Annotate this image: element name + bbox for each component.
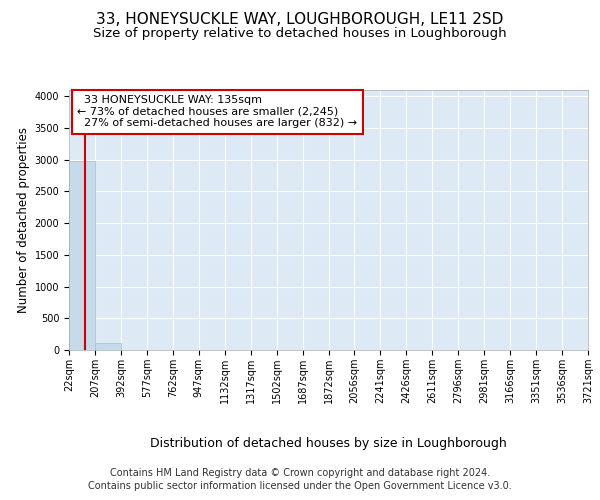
Text: 33 HONEYSUCKLE WAY: 135sqm
← 73% of detached houses are smaller (2,245)
  27% of: 33 HONEYSUCKLE WAY: 135sqm ← 73% of deta… xyxy=(77,95,358,128)
Text: Contains HM Land Registry data © Crown copyright and database right 2024.: Contains HM Land Registry data © Crown c… xyxy=(110,468,490,477)
Bar xyxy=(95,343,121,350)
Text: Size of property relative to detached houses in Loughborough: Size of property relative to detached ho… xyxy=(93,28,507,40)
Text: 33, HONEYSUCKLE WAY, LOUGHBOROUGH, LE11 2SD: 33, HONEYSUCKLE WAY, LOUGHBOROUGH, LE11 … xyxy=(97,12,503,28)
Y-axis label: Number of detached properties: Number of detached properties xyxy=(17,127,31,313)
Text: Contains public sector information licensed under the Open Government Licence v3: Contains public sector information licen… xyxy=(88,481,512,491)
Text: Distribution of detached houses by size in Loughborough: Distribution of detached houses by size … xyxy=(151,438,507,450)
Bar xyxy=(69,160,95,350)
